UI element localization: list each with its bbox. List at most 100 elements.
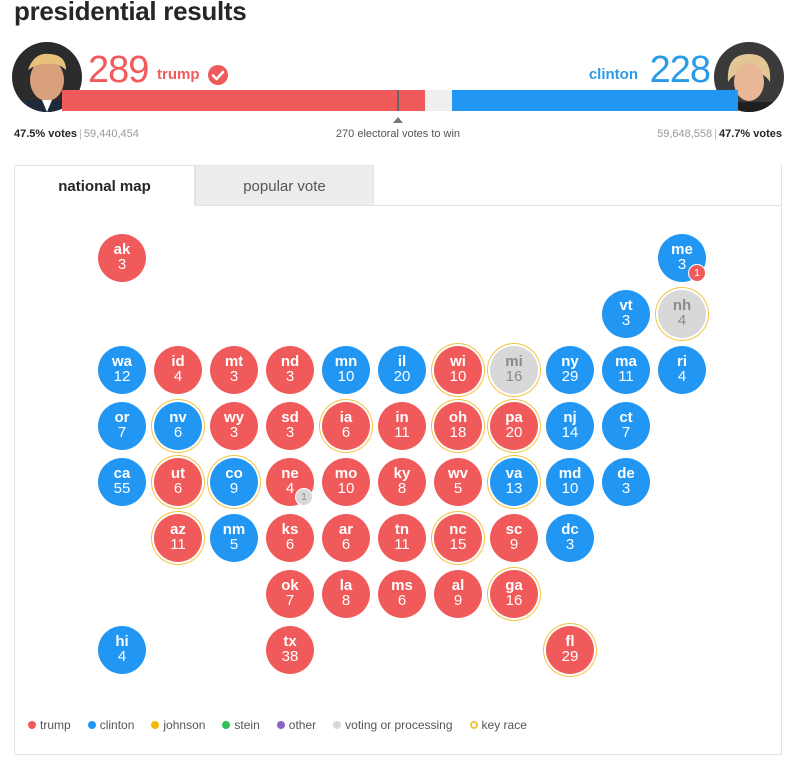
state-nc[interactable]: nc 15: [434, 514, 482, 562]
state-ky[interactable]: ky 8: [378, 458, 426, 506]
state-electoral-votes: 3: [229, 368, 239, 385]
state-abbreviation: md: [558, 465, 582, 482]
state-tx[interactable]: tx 38: [266, 626, 314, 674]
state-co[interactable]: co 9: [210, 458, 258, 506]
trump-name: trump: [157, 66, 200, 83]
state-electoral-votes: 3: [229, 424, 239, 441]
state-abbreviation: de: [617, 465, 635, 482]
clinton-vote-pct: 47.7% votes: [719, 128, 782, 140]
state-dc[interactable]: dc 3: [546, 514, 594, 562]
state-abbreviation: il: [397, 353, 407, 370]
tab-popular-vote[interactable]: popular vote: [195, 165, 374, 206]
state-electoral-votes: 6: [341, 424, 351, 441]
state-sd[interactable]: sd 3: [266, 402, 314, 450]
win-threshold-marker: [397, 90, 399, 111]
state-abbreviation: ar: [338, 521, 354, 538]
state-tn[interactable]: tn 11: [378, 514, 426, 562]
state-ms[interactable]: ms 6: [378, 570, 426, 618]
state-electoral-votes: 18: [449, 424, 467, 441]
state-ok[interactable]: ok 7: [266, 570, 314, 618]
state-md[interactable]: md 10: [546, 458, 594, 506]
triangle-up-icon: [393, 117, 403, 123]
state-wa[interactable]: wa 12: [98, 346, 146, 394]
state-ca[interactable]: ca 55: [98, 458, 146, 506]
state-mo[interactable]: mo 10: [322, 458, 370, 506]
state-nd[interactable]: nd 3: [266, 346, 314, 394]
state-electoral-votes: 5: [229, 536, 239, 553]
legend-label: key race: [481, 718, 527, 732]
split-vote-badge: 1: [688, 264, 706, 282]
state-electoral-votes: 10: [337, 480, 355, 497]
state-ks[interactable]: ks 6: [266, 514, 314, 562]
state-electoral-votes: 4: [677, 368, 687, 385]
state-abbreviation: co: [225, 465, 243, 482]
state-mn[interactable]: mn 10: [322, 346, 370, 394]
state-fl[interactable]: fl 29: [546, 626, 594, 674]
state-al[interactable]: al 9: [434, 570, 482, 618]
state-abbreviation: mn: [334, 353, 358, 370]
state-me[interactable]: me 3 1: [658, 234, 706, 282]
state-abbreviation: wa: [111, 353, 132, 370]
state-la[interactable]: la 8: [322, 570, 370, 618]
state-electoral-votes: 11: [394, 424, 410, 441]
state-abbreviation: mo: [334, 465, 358, 482]
state-sc[interactable]: sc 9: [490, 514, 538, 562]
state-oh[interactable]: oh 18: [434, 402, 482, 450]
state-electoral-votes: 6: [173, 424, 183, 441]
tab-national-map[interactable]: national map: [14, 165, 195, 206]
state-abbreviation: ne: [281, 465, 299, 482]
state-abbreviation: hi: [115, 633, 129, 650]
state-electoral-votes: 12: [113, 368, 131, 385]
legend-item: clinton: [87, 718, 134, 732]
legend-label: johnson: [163, 718, 206, 732]
state-wi[interactable]: wi 10: [434, 346, 482, 394]
state-az[interactable]: az 11: [154, 514, 202, 562]
state-ia[interactable]: ia 6: [322, 402, 370, 450]
state-in[interactable]: in 11: [378, 402, 426, 450]
state-ct[interactable]: ct 7: [602, 402, 650, 450]
state-ny[interactable]: ny 29: [546, 346, 594, 394]
state-mt[interactable]: mt 3: [210, 346, 258, 394]
state-ak[interactable]: ak 3: [98, 234, 146, 282]
state-il[interactable]: il 20: [378, 346, 426, 394]
state-pa[interactable]: pa 20: [490, 402, 538, 450]
state-electoral-votes: 20: [505, 424, 523, 441]
state-ma[interactable]: ma 11: [602, 346, 650, 394]
state-abbreviation: nm: [222, 521, 246, 538]
state-abbreviation: wi: [450, 353, 466, 370]
state-electoral-votes: 20: [393, 368, 411, 385]
state-ne[interactable]: ne 4 1: [266, 458, 314, 506]
state-va[interactable]: va 13: [490, 458, 538, 506]
state-wv[interactable]: wv 5: [434, 458, 482, 506]
state-ar[interactable]: ar 6: [322, 514, 370, 562]
state-electoral-votes: 6: [173, 480, 183, 497]
state-nm[interactable]: nm 5: [210, 514, 258, 562]
state-electoral-votes: 11: [394, 536, 410, 553]
state-mi[interactable]: mi 16: [490, 346, 538, 394]
state-wy[interactable]: wy 3: [210, 402, 258, 450]
state-nv[interactable]: nv 6: [154, 402, 202, 450]
state-ri[interactable]: ri 4: [658, 346, 706, 394]
state-electoral-votes: 29: [561, 368, 579, 385]
state-nh[interactable]: nh 4: [658, 290, 706, 338]
legend-item: johnson: [151, 718, 205, 732]
state-electoral-votes: 10: [337, 368, 355, 385]
legend-label: voting or processing: [345, 718, 453, 732]
state-electoral-votes: 9: [509, 536, 519, 553]
state-or[interactable]: or 7: [98, 402, 146, 450]
map-legend: trump clinton johnson stein other voting or p…: [28, 718, 544, 732]
state-hi[interactable]: hi 4: [98, 626, 146, 674]
state-electoral-votes: 8: [397, 480, 407, 497]
state-id[interactable]: id 4: [154, 346, 202, 394]
state-abbreviation: ia: [339, 409, 353, 426]
state-vt[interactable]: vt 3: [602, 290, 650, 338]
state-ut[interactable]: ut 6: [154, 458, 202, 506]
state-abbreviation: nd: [280, 353, 300, 370]
state-de[interactable]: de 3: [602, 458, 650, 506]
state-electoral-votes: 3: [117, 256, 127, 273]
clinton-avatar: [714, 42, 784, 112]
state-ga[interactable]: ga 16: [490, 570, 538, 618]
state-abbreviation: oh: [448, 409, 468, 426]
state-nj[interactable]: nj 14: [546, 402, 594, 450]
state-electoral-votes: 3: [285, 424, 295, 441]
